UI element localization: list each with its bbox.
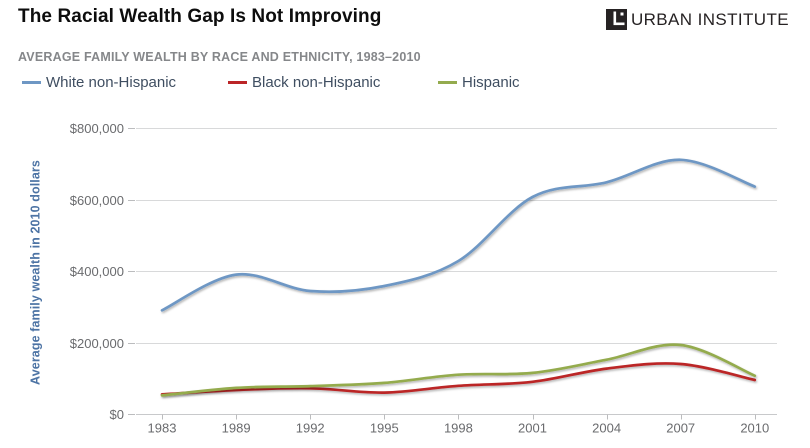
x-tick-label: 1989 [222, 421, 251, 436]
legend-item-hispanic: Hispanic [438, 72, 520, 92]
legend-label-hispanic: Hispanic [462, 73, 520, 91]
y-tick-label: $0 [110, 407, 124, 422]
axes [128, 128, 777, 420]
legend-label-white-non-hispanic: White non-Hispanic [46, 73, 177, 91]
logo-text: URBAN INSTITUTE [630, 9, 789, 29]
legend-item-black-non-hispanic: Black non-Hispanic [228, 72, 380, 92]
series-line-hispanic [160, 343, 757, 397]
x-tick-label: 1983 [148, 421, 177, 436]
x-tick-label: 2001 [518, 421, 547, 436]
axis-tick-labels: $0 $200,000 $400,000 $600,000 $800,000 1983 19… [70, 121, 769, 436]
chart-subtitle: AVERAGE FAMILY WEALTH BY RACE AND ETHNIC… [18, 50, 421, 64]
x-tick-label: 1992 [296, 421, 325, 436]
y-tick-label: $800,000 [70, 121, 124, 136]
legend-swatch-hispanic [438, 80, 457, 84]
urban-institute-logo-icon [605, 9, 627, 30]
series-line-black-non-hispanic [160, 362, 757, 396]
line-chart: $0 $200,000 $400,000 $600,000 $800,000 1983 19… [70, 121, 777, 436]
x-tick-label: 1998 [444, 421, 473, 436]
series-line-white-non-hispanic [160, 158, 757, 312]
data-series-lines [160, 158, 757, 397]
page-title: The Racial Wealth Gap Is Not Improving [18, 6, 382, 27]
urban-institute-logo: URBAN INSTITUTE [605, 9, 789, 30]
y-tick-label: $600,000 [70, 193, 124, 208]
x-tick-label: 2004 [592, 421, 621, 436]
x-tick-label: 2007 [666, 421, 695, 436]
legend-label-black-non-hispanic: Black non-Hispanic [252, 73, 381, 91]
y-tick-label: $200,000 [70, 336, 124, 351]
x-tick-label: 2010 [740, 421, 769, 436]
y-tick-label: $400,000 [70, 264, 124, 279]
legend-item-white-non-hispanic: White non-Hispanic [22, 72, 176, 92]
x-tick-label: 1995 [370, 421, 399, 436]
legend-swatch-white-non-hispanic [22, 80, 41, 84]
chart-legend: White non-Hispanic Black non-Hispanic Hi… [0, 72, 810, 92]
legend-swatch-black-non-hispanic [228, 80, 247, 84]
